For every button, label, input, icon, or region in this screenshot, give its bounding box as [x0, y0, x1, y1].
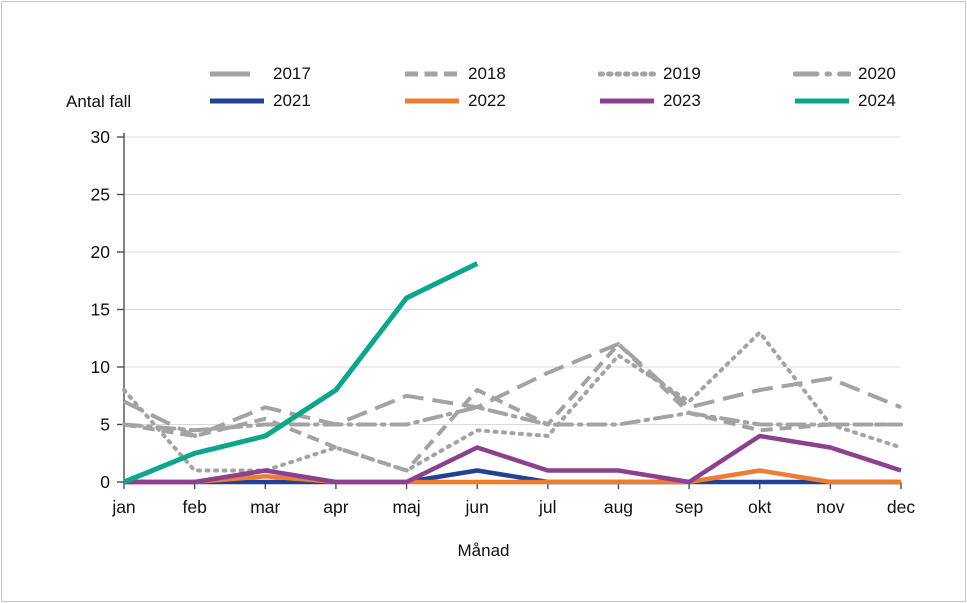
legend-item-2019: 2019 — [598, 64, 793, 84]
legend-row-2: 2021 2022 2023 2024 — [208, 91, 967, 111]
legend-swatch-2024 — [795, 98, 849, 104]
y-tick-label: 20 — [91, 242, 111, 262]
legend-item-2024: 2024 — [793, 91, 967, 111]
x-tick-label: aug — [604, 497, 633, 517]
x-tick-label: nov — [816, 497, 844, 517]
x-tick-label: okt — [748, 497, 771, 517]
y-axis-title: Antal fall — [66, 92, 132, 111]
legend-label-2023: 2023 — [663, 91, 701, 110]
legend-label-2020: 2020 — [858, 64, 896, 83]
legend-swatch-2017 — [210, 71, 264, 77]
legend-swatch-2022 — [405, 98, 459, 104]
series-line-2018 — [123, 342, 901, 473]
x-axis-title: Månad — [457, 541, 510, 560]
x-tick-label: sep — [675, 497, 703, 517]
legend-item-2018: 2018 — [403, 64, 598, 84]
series-line-2023 — [124, 433, 902, 485]
series-line-2022 — [124, 468, 901, 485]
legend-item-2023: 2023 — [598, 91, 793, 111]
legend-swatch-2021 — [210, 98, 264, 104]
series-line-2019 — [122, 330, 903, 473]
series-line-2021 — [124, 468, 901, 485]
legend-label-2017: 2017 — [273, 64, 311, 83]
legend-swatch-2020 — [793, 71, 851, 77]
legend-item-2020: 2020 — [793, 64, 967, 84]
legend-label-2024: 2024 — [858, 91, 896, 110]
legend-row-1: 2017 2018 2019 2020 — [208, 64, 967, 84]
x-tick-label: jul — [538, 497, 557, 517]
x-tick-label: jun — [465, 497, 489, 517]
x-tick-label: mar — [250, 497, 280, 517]
legend-swatch-2018 — [405, 71, 459, 77]
x-tick-label: dec — [887, 497, 915, 517]
y-tick-label: 30 — [91, 127, 111, 147]
series-line-2024 — [123, 261, 479, 485]
y-tick-label: 10 — [91, 357, 111, 377]
y-tick-label: 0 — [100, 472, 110, 492]
legend-item-2022: 2022 — [403, 91, 598, 111]
legend-label-2018: 2018 — [468, 64, 506, 83]
legend-label-2022: 2022 — [468, 91, 506, 110]
x-tick-label: jan — [111, 497, 135, 517]
legend-item-2017: 2017 — [208, 64, 403, 84]
y-tick-label: 15 — [91, 300, 110, 320]
x-tick-label: maj — [392, 497, 420, 517]
y-tick-label: 5 — [100, 415, 110, 435]
series-line-2017 — [123, 342, 902, 438]
legend-item-2021: 2021 — [208, 91, 403, 111]
y-tick-label: 25 — [91, 185, 110, 205]
x-tick-label: apr — [323, 497, 348, 517]
x-tick-label: feb — [182, 497, 206, 517]
legend-swatch-2023 — [600, 98, 654, 104]
legend-label-2021: 2021 — [273, 91, 311, 110]
series-line-2020 — [122, 405, 903, 433]
legend-label-2019: 2019 — [663, 64, 701, 83]
legend-swatch-2019 — [598, 71, 656, 77]
